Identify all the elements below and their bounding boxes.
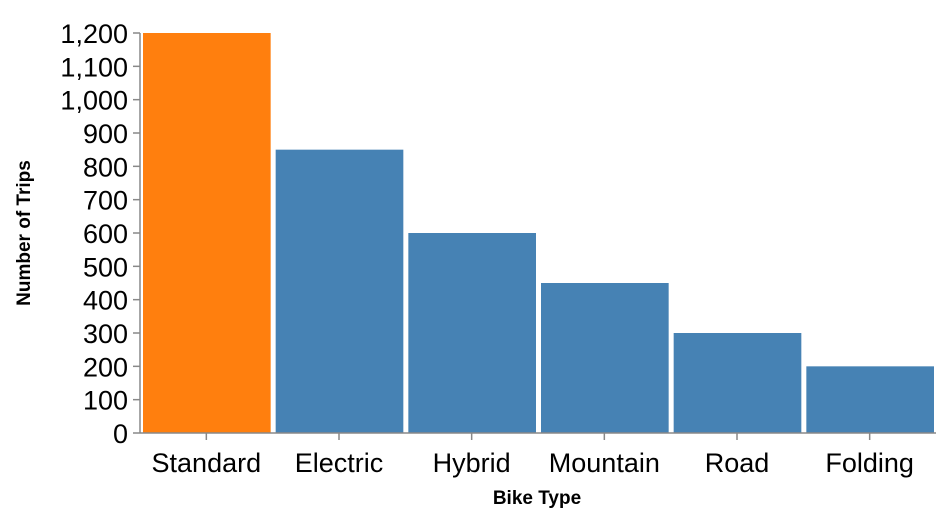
bar-road <box>673 333 802 433</box>
x-axis: Standard Electric Hybrid Mountain Road Foldin… <box>140 432 936 478</box>
y-tick-label: 500 <box>83 252 128 282</box>
y-tick-label: 900 <box>83 119 128 149</box>
x-axis-title: Bike Type <box>493 488 581 509</box>
y-tick-label: 100 <box>83 386 128 416</box>
y-tick-label: 400 <box>83 286 128 316</box>
x-tick-label: Electric <box>295 448 384 478</box>
bar-folding <box>806 366 934 433</box>
y-tick-label: 1,200 <box>60 19 128 49</box>
y-axis-title: Number of Trips <box>14 160 35 306</box>
bar-electric <box>275 149 404 433</box>
y-tick-label: 200 <box>83 352 128 382</box>
x-tick-label: Road <box>705 448 770 478</box>
y-tick-label: 0 <box>113 419 128 449</box>
bar-hybrid <box>408 233 536 433</box>
bar-mountain <box>541 283 669 433</box>
x-tick-label: Standard <box>152 448 262 478</box>
bar-standard <box>143 33 271 433</box>
x-tick-label: Folding <box>825 448 914 478</box>
x-tick-label: Mountain <box>549 448 660 478</box>
bars-group <box>143 33 934 433</box>
y-tick-label: 800 <box>83 152 128 182</box>
y-tick-label: 700 <box>83 186 128 216</box>
y-tick-label: 1,000 <box>60 86 128 116</box>
y-tick-label: 600 <box>83 219 128 249</box>
x-tick-label: Hybrid <box>433 448 511 478</box>
y-tick-label: 300 <box>83 319 128 349</box>
y-tick-label: 1,100 <box>60 52 128 82</box>
